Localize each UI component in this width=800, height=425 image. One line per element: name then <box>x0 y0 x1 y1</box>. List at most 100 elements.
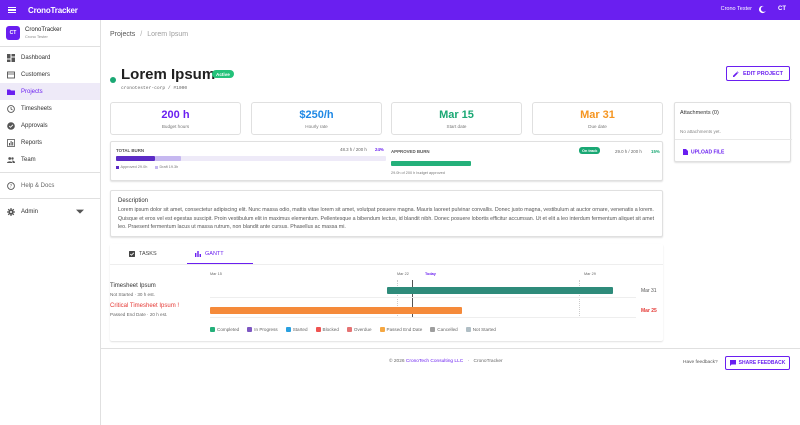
attachments-empty: No attachments yet. <box>680 129 721 134</box>
sidebar-item-reports[interactable]: Reports <box>0 134 100 151</box>
tabs-divider <box>110 264 663 265</box>
total-burn-label: TOTAL BURN <box>116 148 145 153</box>
gantt-legend-item: Not Started <box>465 327 496 332</box>
org-avatar: CT <box>6 26 20 40</box>
on-track-badge: On track <box>579 147 601 154</box>
help-icon: ? <box>7 181 15 190</box>
gantt-gridline <box>579 280 580 316</box>
app-brand[interactable]: CronoTracker <box>28 5 78 15</box>
chevron-down-icon <box>76 209 84 214</box>
approved-burn-label: APPROVED BURN <box>391 149 430 154</box>
stat-due-date: Mar 31 Due date <box>532 102 663 135</box>
breadcrumb-separator: / <box>140 31 143 38</box>
share-feedback-button[interactable]: SHARE FEEDBACK <box>725 356 790 370</box>
gantt-row-sub: Passed End Date · 20 h est. <box>110 312 168 317</box>
sidebar-item-label: Customers <box>21 71 51 78</box>
gantt-row-divider <box>210 297 636 298</box>
gantt-row-name[interactable]: Critical Timesheet Ipsum ! <box>110 303 180 309</box>
description-text: Lorem ipsum dolor sit amet, consectetur … <box>118 207 655 230</box>
sidebar-item-label: Dashboard <box>21 54 51 61</box>
burn-card: TOTAL BURN 48.3 h / 200 h 24% Approved 2… <box>110 141 663 181</box>
gantt-tick: Mar 29 <box>584 272 596 276</box>
gantt-legend-item: In Progress <box>247 327 278 332</box>
total-burn-pct: 24% <box>375 147 384 152</box>
stat-hourly-rate: $250/h Hourly rate <box>251 102 382 135</box>
gantt-tick: Mar 15 <box>210 272 222 276</box>
gantt-row-name[interactable]: Timesheet Ipsum <box>110 283 156 289</box>
tab-tasks[interactable]: TASKS <box>129 244 157 264</box>
file-icon <box>683 149 688 155</box>
sidebar: CT CronoTracker Crono Tester Dashboard C… <box>0 20 101 425</box>
gear-icon <box>7 207 15 216</box>
sidebar-item-team[interactable]: Team <box>0 151 100 168</box>
org-name: CronoTracker <box>25 27 62 33</box>
company-link[interactable]: CronoTech Consulting LLC <box>405 359 464 364</box>
dashboard-icon <box>7 53 15 62</box>
total-burn-draft-fill <box>155 156 182 161</box>
gantt-legend: Completed In Progress Started Blocked Overdu… <box>210 327 496 332</box>
sidebar-divider <box>0 172 100 173</box>
feedback-question: Have feedback? <box>683 360 718 365</box>
legend-draft: Draft 19.3h <box>155 165 178 169</box>
approved-burn-track <box>391 161 658 166</box>
total-burn-track <box>116 156 386 161</box>
upload-file-button[interactable]: UPLOAD FILE <box>683 149 724 155</box>
breadcrumb-current: Lorem Ipsum <box>147 31 189 38</box>
stat-value: Mar 31 <box>580 109 615 121</box>
tab-gantt[interactable]: GANTT <box>195 244 224 264</box>
gantt-due-date: Mar 31 <box>641 288 657 294</box>
gantt-legend-item: Overdue <box>346 327 372 332</box>
checkbox-icon <box>129 251 135 257</box>
check-circle-icon <box>7 121 15 130</box>
menu-icon[interactable] <box>8 3 22 17</box>
stat-label: Budget hours <box>161 124 190 129</box>
stat-label: Start date <box>446 124 467 129</box>
stat-label: Due date <box>588 124 607 129</box>
gantt-bar[interactable] <box>210 307 462 314</box>
approved-burn-note: 29.0h of 200 h budget approved <box>391 171 445 175</box>
gantt-row-divider <box>210 317 636 318</box>
legend-approved: Approved 29.0h <box>116 165 147 169</box>
gantt-tick-today: Today <box>425 272 436 276</box>
org-switcher[interactable]: CT CronoTracker Crono Tester <box>0 20 100 46</box>
stat-label: Hourly rate <box>305 124 328 129</box>
sidebar-item-dashboard[interactable]: Dashboard <box>0 49 100 66</box>
gantt-legend-item: Blocked <box>315 327 339 332</box>
gantt-today-line <box>412 280 413 318</box>
approved-burn-fill <box>391 161 472 166</box>
approved-burn-pct: 15% <box>651 149 660 154</box>
sidebar-item-projects[interactable]: Projects <box>0 83 100 100</box>
dark-mode-icon[interactable] <box>758 5 767 14</box>
total-burn-approved-fill <box>116 156 156 161</box>
gantt-tick: Mar 22 <box>397 272 409 276</box>
sidebar-item-approvals[interactable]: Approvals <box>0 117 100 134</box>
footer: © 2026 CronoTech Consulting LLC · CronoT… <box>389 359 503 364</box>
status-badge: Active <box>212 70 234 78</box>
pencil-icon <box>732 70 739 77</box>
clock-icon <box>7 104 15 113</box>
project-id: cronotester-corp / #1000 <box>121 86 188 91</box>
edit-project-button[interactable]: EDIT PROJECT <box>726 66 790 81</box>
user-avatar[interactable]: CT <box>778 6 786 12</box>
sidebar-item-label: Approvals <box>21 122 48 129</box>
stat-value: 200 h <box>161 109 190 121</box>
gantt-bar[interactable] <box>387 287 613 294</box>
breadcrumb-projects-link[interactable]: Projects <box>110 31 136 38</box>
feedback-icon <box>729 360 736 366</box>
gantt-gridline <box>397 280 398 316</box>
sidebar-item-timesheets[interactable]: Timesheets <box>0 100 100 117</box>
sidebar-item-label: Projects <box>21 88 43 95</box>
attachments-card: Attachments (0) No attachments yet. UPLO… <box>674 102 792 162</box>
footer-divider <box>101 348 800 349</box>
sidebar-item-label: Help & Docs <box>21 182 55 189</box>
edit-project-label: EDIT PROJECT <box>742 70 784 77</box>
sidebar-item-help[interactable]: ? Help & Docs <box>0 177 100 194</box>
sidebar-item-customers[interactable]: Customers <box>0 66 100 83</box>
sidebar-item-admin[interactable]: Admin <box>0 203 100 220</box>
gantt-legend-item: Started <box>285 327 308 332</box>
sidebar-item-label: Team <box>21 156 36 163</box>
description-title: Description <box>118 198 149 204</box>
bar-chart-icon <box>195 251 201 257</box>
gantt-legend-item: Cancelled <box>430 327 458 332</box>
sidebar-item-label: Admin <box>21 208 39 215</box>
